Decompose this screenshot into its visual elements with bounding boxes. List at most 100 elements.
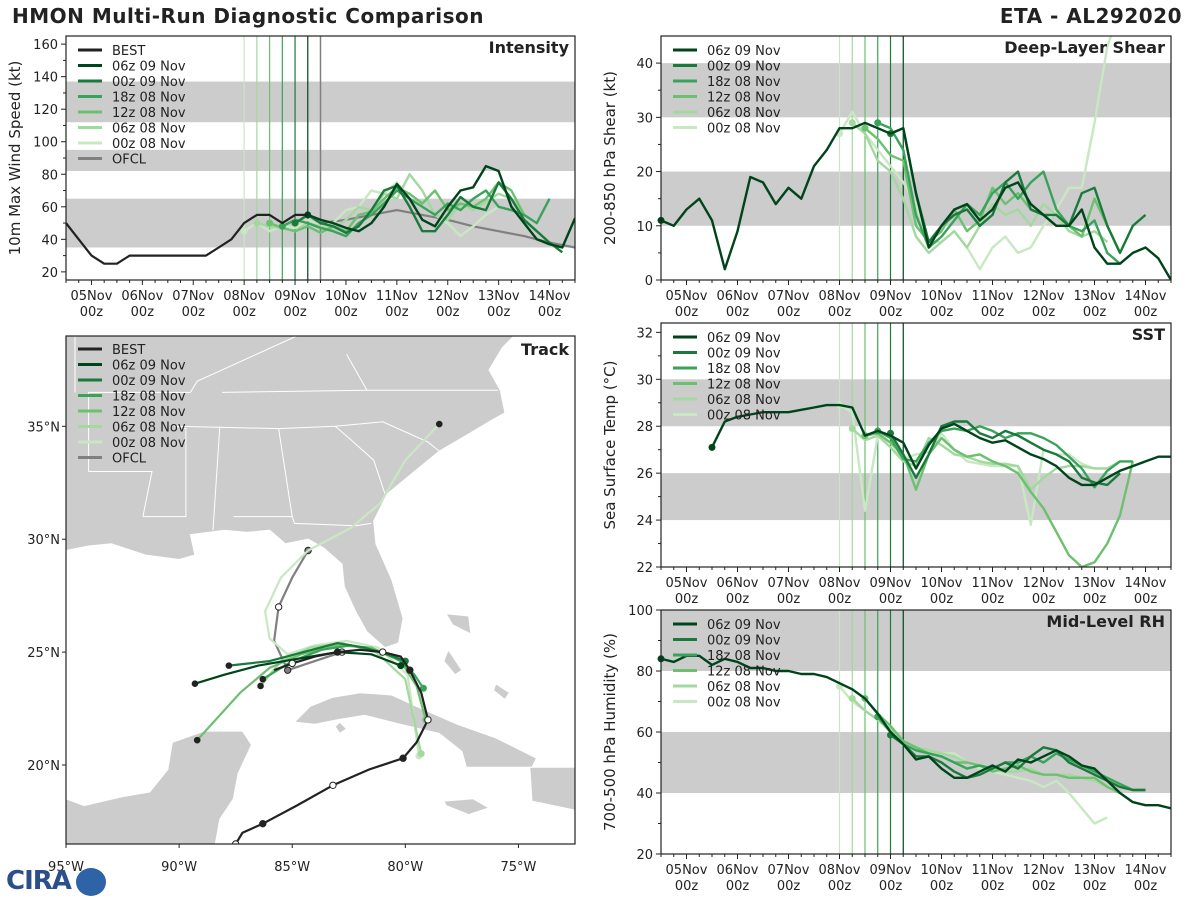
track-point-best <box>329 781 337 789</box>
legend-entry-00z-08-nov: 00z 08 Nov <box>112 436 186 451</box>
series-06z-09-nov <box>661 121 1171 280</box>
andros-land <box>443 648 463 676</box>
xtick-label: 09Nov <box>870 576 912 591</box>
xtick-sublabel: 00z <box>930 592 954 607</box>
track-point-ofcl <box>283 666 292 674</box>
panel-title: SST <box>1132 325 1165 344</box>
ytick-label: 28 <box>636 420 653 435</box>
legend-entry-18z-08-nov: 18z 08 Nov <box>707 362 781 377</box>
yucatan-land <box>66 730 253 844</box>
state-border-2 <box>212 426 221 531</box>
xtick-sublabel: 00z <box>538 305 562 320</box>
xtick-sublabel: 00z <box>80 305 104 320</box>
xtick-label: 12Nov <box>1023 863 1065 878</box>
init-marker-06z-08-nov <box>848 119 856 127</box>
xtick-label: 14Nov <box>1125 289 1167 304</box>
ytick-label: 26 <box>636 467 653 482</box>
xtick-sublabel: 00z <box>334 305 358 320</box>
north-america-land <box>66 336 515 649</box>
xtick-label: 08Nov <box>819 863 861 878</box>
xtick-sublabel: 00z <box>981 879 1005 894</box>
shade-band-1 <box>661 610 1171 671</box>
legend-entry-12z-08-nov: 12z 08 Nov <box>707 665 781 680</box>
xtick-label: 09Nov <box>870 863 912 878</box>
xtick-sublabel: 00z <box>675 592 699 607</box>
xtick-label: 06Nov <box>717 289 759 304</box>
series-00z-09-nov <box>294 181 564 254</box>
xtick-sublabel: 00z <box>981 592 1005 607</box>
series-06z-09-nov <box>710 403 1171 487</box>
track-ofcl <box>273 549 343 672</box>
init-marker-18z-08-nov <box>874 119 882 127</box>
xtick-label: 07Nov <box>768 863 810 878</box>
legend-entry-06z-09-nov: 06z 09 Nov <box>707 618 781 633</box>
xtick-label: 12Nov <box>427 289 469 304</box>
track-end-00z-09-nov <box>225 662 233 669</box>
hispaniola-land <box>529 766 575 811</box>
xtick-label: 14Nov <box>529 289 571 304</box>
track-end-12z-08-nov <box>193 736 201 744</box>
legend-entry-18z-08-nov: 18z 08 Nov <box>112 91 186 106</box>
storm-id: ETA - AL292020 <box>999 4 1182 28</box>
shade-band-0 <box>661 732 1171 793</box>
lat-tick-label: 30°N <box>27 533 60 548</box>
init-marker-06z-08-nov <box>253 219 261 227</box>
legend-entry-06z-08-nov: 06z 08 Nov <box>112 122 186 137</box>
xtick-label: 14Nov <box>1125 576 1167 591</box>
ytick-label: 80 <box>636 665 653 680</box>
legend-entry-06z-08-nov: 06z 08 Nov <box>112 421 186 436</box>
init-marker-12z-08-nov <box>266 219 274 227</box>
track-point-best <box>288 659 296 668</box>
legend-entry-06z-09-nov: 06z 09 Nov <box>112 60 186 75</box>
ytick-label: 22 <box>636 561 653 576</box>
track-point-best <box>399 754 407 762</box>
track-end-06z-09-nov <box>191 680 199 687</box>
ytick-label: 40 <box>41 233 58 248</box>
xtick-sublabel: 00z <box>131 305 155 320</box>
xtick-sublabel: 00z <box>828 305 852 320</box>
ytick-label: 60 <box>636 726 653 741</box>
legend-entry-00z-09-nov: 00z 09 Nov <box>112 374 186 389</box>
series-00z-09-nov <box>889 420 1121 487</box>
legend-entry-00z-08-nov: 00z 08 Nov <box>707 122 781 137</box>
state-border-5 <box>278 421 440 452</box>
series-12z-08-nov <box>864 697 1121 795</box>
ytick-label: 20 <box>41 266 58 281</box>
xtick-sublabel: 00z <box>232 305 256 320</box>
cira-logo-text: CIRA <box>6 866 72 896</box>
xtick-label: 05Nov <box>666 576 708 591</box>
xtick-sublabel: 00z <box>675 879 699 894</box>
series-06z-09-nov <box>661 654 1171 810</box>
track-point-best <box>424 716 432 724</box>
shade-band-1 <box>661 63 1171 118</box>
xtick-label: 07Nov <box>768 289 810 304</box>
xtick-label: 11Nov <box>376 289 418 304</box>
xtick-label: 08Nov <box>819 576 861 591</box>
track-06z-09-nov <box>194 650 402 685</box>
legend-entry-18z-08-nov: 18z 08 Nov <box>707 75 781 90</box>
xtick-sublabel: 00z <box>1134 592 1158 607</box>
map-frame <box>65 335 576 845</box>
series-00z-09-nov <box>890 126 1147 255</box>
panel-title: Deep-Layer Shear <box>1004 38 1165 57</box>
legend-entry-06z-09-nov: 06z 09 Nov <box>112 359 186 374</box>
panel-title: Track <box>521 340 569 359</box>
xtick-label: 10Nov <box>921 863 963 878</box>
track-point-best <box>406 666 414 674</box>
xtick-label: 09Nov <box>870 289 912 304</box>
xtick-sublabel: 00z <box>726 592 750 607</box>
xtick-sublabel: 00z <box>828 879 852 894</box>
xtick-label: 08Nov <box>223 289 265 304</box>
xtick-label: 05Nov <box>666 289 708 304</box>
globe-icon <box>76 868 106 896</box>
legend-entry-12z-08-nov: 12z 08 Nov <box>707 91 781 106</box>
state-border-0 <box>88 391 191 472</box>
panel-title: Mid-Level RH <box>1046 612 1165 631</box>
panel-shear: 01020304005Nov00z06Nov00z07Nov00z08Nov00… <box>601 35 1172 320</box>
y-axis-label: 700-500 hPa Humidity (%) <box>601 633 619 831</box>
